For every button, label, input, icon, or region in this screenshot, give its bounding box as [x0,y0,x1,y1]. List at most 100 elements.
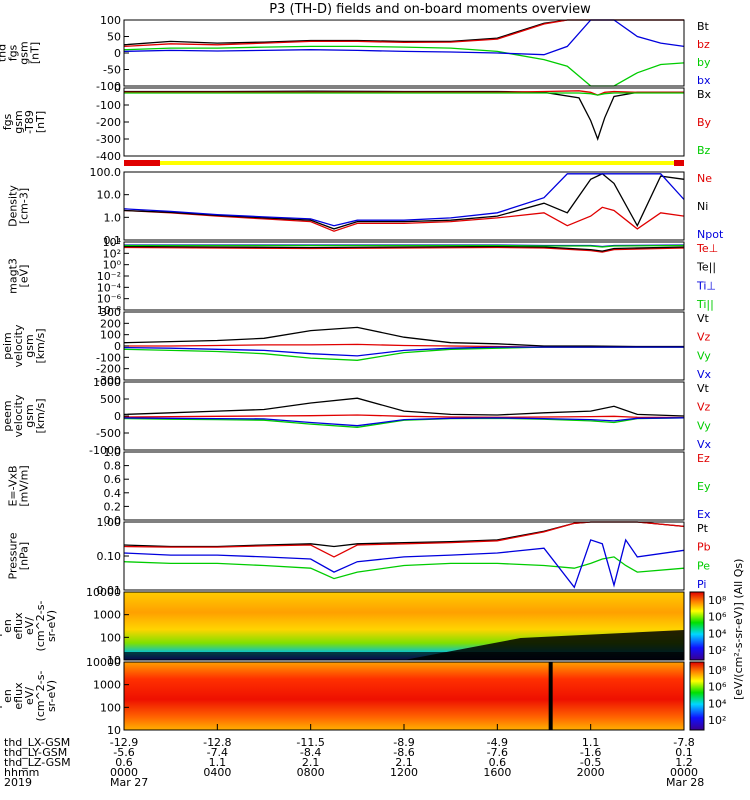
status-bar-yellow [160,161,674,165]
y-tick-label: 10000 [86,586,121,599]
y-tick-label: 0 [114,47,121,60]
y-tick-label: 0.4 [104,487,122,500]
y-tick-label: 500 [100,393,121,406]
legend-Bx: Bx [697,88,712,101]
series-pressure-Pb [123,521,685,558]
ephemeris-value: -5.6 [113,746,134,759]
y-axis-label-line: gsm [12,110,25,133]
y-tick-label: -100 [96,351,121,364]
colorbar-tick: 10² [708,714,726,727]
date-label-end: Mar 28 [666,776,704,789]
ephemeris-value: -7.8 [673,736,694,749]
y-tick-label: 0 [114,82,121,95]
legend-Bz: Bz [697,144,711,157]
y-tick-label: -200 [96,116,121,129]
y-tick-label: 0.6 [104,473,122,486]
status-bar [124,160,684,166]
series-fgs-gsm-by [123,45,685,87]
ephemeris-row-label: hhmm [4,766,39,779]
legend-Pe: Pe [697,559,710,572]
y-axis-label-line: thd [0,44,9,62]
legend-Ez: Ez [697,452,710,465]
y-tick-label: 10⁻² [97,270,121,283]
y-axis-label-line: velocity [12,324,25,367]
figure-title: P3 (TH-D) fields and on-board moments ov… [269,2,591,17]
ephemeris-row-label: 2019 [4,776,32,789]
y-tick-label: -200 [96,363,121,376]
legend-Ni: Ni [697,200,708,213]
ephemeris-value: -7.6 [487,746,508,759]
ephemeris-value: -8.4 [300,746,321,759]
y-axis-label-line: [km/s] [34,398,47,433]
series-fgs-gsm-Bt [123,19,684,46]
y-tick-label: 1000 [93,609,121,622]
y-axis-label-line: E=-VxB [7,465,20,506]
y-axis-label-line: fgs [1,113,14,130]
legend-Ey: Ey [697,480,711,493]
y-tick-label: 10⁴ [103,236,122,249]
y-tick-label: 0.0 [104,514,122,527]
y-axis-label-line: [eV] [18,265,31,288]
y-tick-label: -100 [96,99,121,112]
ephemeris-value: 1.1 [209,756,227,769]
y-tick-label: 10⁰ [103,259,122,272]
y-axis-label-line: [nPa] [18,542,31,570]
y-axis-label-pressure: Pressure[nPa] [7,532,31,579]
colorbar-tick: 10⁶ [708,681,727,694]
y-axis-label-line: -T89 [23,110,36,134]
series-peem-velocity-Vx [123,417,685,427]
y-axis-label-line: eV/ [23,617,36,635]
y-tick-label: 1.00 [97,516,122,529]
y-axis-label-line: thd [0,113,3,131]
y-tick-label: 0.10 [97,550,122,563]
y-axis-label-e-field: E=-VxB[mV/m] [7,465,31,506]
status-bar-red-start [124,160,160,166]
y-axis-label-magt3: magt3[eV] [7,258,31,294]
colorbar-tick: 10⁴ [708,697,727,710]
panel-peer-flux: 10⁸ 10⁶ 10⁴ 10² 10000 1000 100 10 thdpeereneflux… [0,656,727,737]
y-axis-label-line: (cm^2-s- [34,601,47,652]
y-tick-label: 200 [100,317,121,330]
y-tick-label: 100.0 [90,166,122,179]
series-pressure-Pi [123,538,685,589]
series-density-Ne [123,206,685,232]
spectrogram-peer-flux [124,662,684,730]
ephemeris-value: -8.6 [393,746,414,759]
series-fgs-gsm-t89-Bx [124,90,684,141]
date-label-start: Mar 27 [110,776,148,789]
y-tick-label: 0.2 [104,500,122,513]
y-axis-label-peer-flux: thdpeerenefluxeV/(cm^2-s-sr-eV) [0,671,58,722]
y-tick-label: 0.1 [104,234,122,247]
y-tick-label: 1000 [93,679,121,692]
y-tick-label: -100 [96,80,121,93]
legend-Vx: Vx [697,438,712,451]
y-axis-label-line: magt3 [7,258,20,294]
y-tick-label: 0.8 [104,460,122,473]
y-tick-label: -400 [96,150,121,163]
y-axis-label-line: thd [0,337,3,355]
colorbar-peir-flux: 10⁸ 10⁶ 10⁴ 10² [eV/(cm²-s-sr-eV)] (All Qs) [689,559,745,700]
y-axis-label-line: sr-eV) [45,680,58,712]
ephemeris-row-label: thd_LX-GSM [4,736,70,749]
y-tick-label: 100 [100,329,121,342]
series-fgs-gsm-bx [123,19,685,56]
legend-Vx: Vx [697,368,712,381]
y-tick-label: 10⁻⁴ [97,281,122,294]
y-axis-label-line: eflux [12,682,25,710]
series-peim-velocity-Vt [123,326,684,348]
legend-bx: bx [697,74,711,87]
y-axis-label-line: [nT] [34,111,47,133]
panel-pressure: 1.00 0.10 0.01 Pressure[nPa] Pt Pb Pe Pi [7,516,711,597]
ephemeris-value: 0.1 [675,746,693,759]
legend-Npot: Npot [697,228,724,241]
y-tick-label: 1000 [93,376,121,389]
colorbar-tick: 10⁴ [708,627,727,640]
series-fgs-gsm-t89-By [124,90,684,96]
ephemeris-value: -12.8 [203,736,231,749]
